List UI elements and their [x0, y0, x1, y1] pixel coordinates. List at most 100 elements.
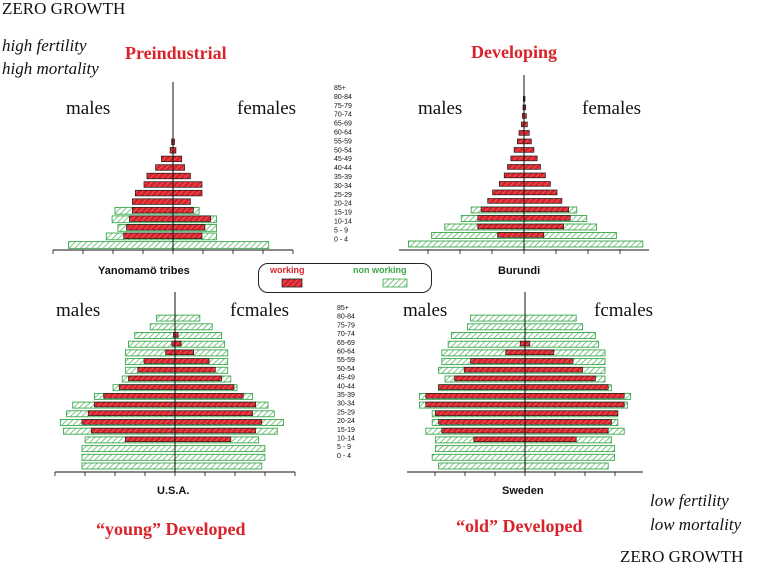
- usa-male-working-bar-55-59: [137, 366, 176, 373]
- usa-male-non-working-bar-0-4: [81, 462, 176, 470]
- yanomamo-female-working-bar-35-39: [172, 181, 203, 188]
- age-label-0-9: 40-44: [334, 165, 352, 172]
- usa-male-working-bar-50-54: [128, 375, 176, 382]
- sweden-female-non-working-bar-85+: [524, 314, 577, 322]
- age-label-1-15: 10-14: [337, 436, 355, 443]
- legend-working-swatch: [281, 278, 303, 288]
- age-label-1-4: 65-69: [337, 340, 355, 347]
- yanomamo-male-non-working-bar-0-4: [68, 241, 174, 249]
- yanomamo-male-working-bar-30-34: [134, 189, 174, 197]
- burundi-male-working-bar-10-14: [477, 223, 525, 230]
- females-label-tl: females: [237, 98, 297, 119]
- sweden-female-working-bar-45-49: [524, 384, 609, 390]
- sweden-female-working-bar-50-54: [524, 375, 596, 382]
- sweden-female-non-working-bar-80-84: [524, 323, 584, 331]
- age-label-0-17: 0 - 4: [334, 236, 348, 243]
- sweden-female-working-bar-25-29: [524, 419, 612, 425]
- age-label-1-2: 75-79: [337, 322, 355, 329]
- age-label-1-6: 55-59: [337, 357, 355, 364]
- burundi-female-working-bar-65-69: [523, 130, 530, 136]
- burundi-female-non-working-bar-0-4: [523, 240, 644, 248]
- sweden-female-working-bar-70-74: [524, 340, 531, 347]
- burundi-male-working-bar-30-34: [492, 189, 525, 196]
- sweden-male-working-bar-25-29: [438, 419, 526, 425]
- young-developed-title: “young” Developed: [96, 519, 246, 539]
- sweden-male-working-bar-30-34: [435, 410, 526, 416]
- males-label-tr: males: [418, 98, 463, 119]
- usa-female-working-bar-45-49: [174, 384, 235, 390]
- sweden-female-working-bar-55-59: [524, 366, 583, 373]
- burundi-male-working-bar-65-69: [518, 130, 525, 136]
- age-label-0-14: 15-19: [334, 210, 352, 217]
- burundi-male-working-bar-25-29: [487, 198, 525, 204]
- burundi-male-working-bar-35-39: [498, 181, 525, 187]
- old-developed-title: “old” Developed: [456, 516, 583, 536]
- usa-female-working-bar-15-19: [174, 436, 232, 443]
- males-label-tl: males: [66, 98, 111, 119]
- burundi-female-working-bar-30-34: [523, 189, 558, 196]
- burundi-female-working-bar-55-59: [523, 147, 535, 153]
- low-mortality-note: low mortality: [650, 515, 742, 534]
- sweden-female-working-bar-15-19: [524, 436, 577, 443]
- age-label-1-16: 5 - 9: [337, 444, 351, 451]
- usa-male-working-bar-20-24: [90, 427, 176, 434]
- usa-male-working-bar-40-44: [103, 393, 176, 399]
- burundi-female-working-bar-50-54: [523, 155, 538, 162]
- yanomamo-female-working-bar-15-19: [172, 215, 212, 222]
- males-label-br: males: [403, 300, 448, 321]
- yanomamo-male-working-bar-35-39: [143, 181, 174, 188]
- sweden-female-non-working-bar-0-4: [524, 462, 609, 470]
- age-label-0-4: 65-69: [334, 121, 352, 128]
- sweden-male-non-working-bar-0-4: [438, 462, 526, 470]
- females-label-bl: fcmales: [230, 300, 290, 321]
- sweden-male-non-working-bar-70-74: [447, 340, 526, 348]
- sweden-male-working-bar-45-49: [438, 384, 526, 390]
- usa-male-working-bar-45-49: [118, 384, 176, 390]
- usa-female-working-bar-65-69: [174, 349, 194, 356]
- sweden-male-working-bar-20-24: [441, 427, 526, 434]
- usa-male-non-working-bar-75-79: [134, 332, 176, 339]
- zero-growth-bottom: ZERO GROWTH: [620, 547, 744, 566]
- burundi-male-non-working-bar-0-4: [408, 240, 525, 248]
- burundi-male-working-bar-15-19: [477, 215, 525, 221]
- females-label-br: fcmales: [594, 300, 654, 321]
- developing-title: Developing: [471, 42, 558, 62]
- age-label-1-9: 40-44: [337, 383, 355, 390]
- usa-female-working-bar-60-64: [174, 358, 210, 364]
- burundi-male-working-bar-50-54: [510, 155, 525, 162]
- yanomamo-male-working-bar-40-44: [146, 172, 174, 180]
- age-label-0-7: 50-54: [334, 147, 352, 154]
- sweden-female-working-bar-65-69: [524, 349, 555, 356]
- burundi-female-working-bar-40-44: [523, 172, 546, 179]
- yanomamo-male-working-bar-50-54: [161, 155, 174, 163]
- age-label-1-8: 45-49: [337, 375, 355, 382]
- sweden-female-non-working-bar-5-9: [524, 453, 616, 461]
- usa-male-working-bar-25-29: [81, 419, 176, 425]
- sweden-male-non-working-bar-85+: [470, 314, 526, 322]
- usa-female-non-working-bar-75-79: [174, 332, 222, 339]
- burundi-female-working-bar-5-9: [523, 232, 545, 238]
- yanomamo-male-working-bar-5-9: [123, 232, 174, 239]
- sweden-caption: Sweden: [502, 485, 544, 497]
- sweden-female-working-bar-30-34: [524, 410, 619, 416]
- sweden-male-non-working-bar-5-9: [431, 453, 526, 461]
- yanomamo-female-working-bar-5-9: [172, 232, 203, 239]
- age-label-0-12: 25-29: [334, 192, 352, 199]
- sweden-male-working-bar-35-39: [425, 401, 526, 408]
- low-fertility-note: low fertility: [650, 491, 729, 510]
- usa-female-working-bar-50-54: [174, 375, 222, 382]
- yanomamo-caption: Yanomamö tribes: [98, 265, 190, 277]
- sweden-male-non-working-bar-75-79: [450, 332, 526, 339]
- usa-male-working-bar-65-69: [165, 349, 176, 356]
- yanomamo-female-working-bar-20-24: [172, 207, 194, 214]
- burundi-female-working-bar-20-24: [523, 206, 569, 213]
- yanomamo-female-working-bar-45-49: [172, 164, 185, 171]
- age-label-1-11: 30-34: [337, 401, 355, 408]
- age-label-0-1: 80-84: [334, 94, 352, 101]
- usa-female-working-bar-55-59: [174, 366, 216, 373]
- usa-female-working-bar-40-44: [174, 393, 244, 399]
- sweden-male-working-bar-70-74: [519, 340, 526, 347]
- yanomamo-male-working-bar-25-29: [132, 198, 174, 205]
- age-label-0-3: 70-74: [334, 112, 352, 119]
- age-label-0-16: 5 - 9: [334, 227, 348, 234]
